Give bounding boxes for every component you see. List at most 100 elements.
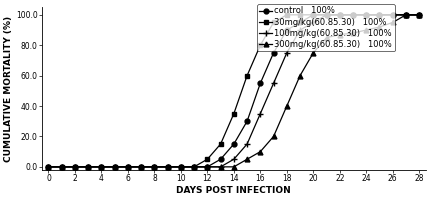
30mg/kg(60.85.30) — [86, 166, 91, 168]
30mg/kg(60.85.30) — [364, 14, 369, 16]
300mg/kg(60.85.30) — [72, 166, 77, 168]
300mg/kg(60.85.30) — [417, 14, 422, 16]
30mg/kg(60.85.30) — [138, 166, 144, 168]
control — [152, 166, 157, 168]
300mg/kg(60.85.30) — [191, 166, 197, 168]
control — [138, 166, 144, 168]
control — [59, 166, 64, 168]
300mg/kg(60.85.30) — [59, 166, 64, 168]
control — [390, 14, 395, 16]
control — [324, 14, 329, 16]
30mg/kg(60.85.30) — [271, 21, 276, 24]
Legend: control   100%, 30mg/kg(60.85.30)   100%, 100mg/kg(60.85.30)   100%, 300mg/kg(60: control 100%, 30mg/kg(60.85.30) 100%, 10… — [257, 4, 395, 51]
100mg/kg(60.85.30) — [99, 166, 104, 168]
30mg/kg(60.85.30) — [59, 166, 64, 168]
30mg/kg(60.85.30) — [165, 166, 170, 168]
100mg/kg(60.85.30) — [231, 158, 236, 160]
control — [231, 143, 236, 145]
control — [178, 166, 184, 168]
100mg/kg(60.85.30) — [245, 143, 250, 145]
30mg/kg(60.85.30) — [218, 143, 223, 145]
300mg/kg(60.85.30) — [46, 166, 51, 168]
control — [284, 29, 289, 31]
control — [311, 14, 316, 16]
control — [205, 166, 210, 168]
control — [72, 166, 77, 168]
X-axis label: DAYS POST INFECTION: DAYS POST INFECTION — [176, 186, 291, 195]
300mg/kg(60.85.30) — [298, 74, 303, 77]
300mg/kg(60.85.30) — [218, 166, 223, 168]
30mg/kg(60.85.30) — [258, 44, 263, 46]
30mg/kg(60.85.30) — [178, 166, 184, 168]
control — [417, 14, 422, 16]
100mg/kg(60.85.30) — [178, 166, 184, 168]
300mg/kg(60.85.30) — [138, 166, 144, 168]
control — [165, 166, 170, 168]
100mg/kg(60.85.30) — [417, 14, 422, 16]
control — [364, 14, 369, 16]
100mg/kg(60.85.30) — [72, 166, 77, 168]
300mg/kg(60.85.30) — [377, 26, 382, 28]
30mg/kg(60.85.30) — [311, 14, 316, 16]
300mg/kg(60.85.30) — [86, 166, 91, 168]
30mg/kg(60.85.30) — [231, 112, 236, 115]
30mg/kg(60.85.30) — [298, 14, 303, 16]
control — [99, 166, 104, 168]
100mg/kg(60.85.30) — [46, 166, 51, 168]
control — [337, 14, 342, 16]
100mg/kg(60.85.30) — [258, 112, 263, 115]
control — [191, 166, 197, 168]
300mg/kg(60.85.30) — [311, 52, 316, 54]
300mg/kg(60.85.30) — [165, 166, 170, 168]
control — [46, 166, 51, 168]
control — [298, 21, 303, 24]
100mg/kg(60.85.30) — [112, 166, 117, 168]
30mg/kg(60.85.30) — [377, 14, 382, 16]
30mg/kg(60.85.30) — [72, 166, 77, 168]
30mg/kg(60.85.30) — [284, 14, 289, 16]
Line: control: control — [46, 12, 422, 169]
30mg/kg(60.85.30) — [324, 14, 329, 16]
100mg/kg(60.85.30) — [152, 166, 157, 168]
100mg/kg(60.85.30) — [191, 166, 197, 168]
300mg/kg(60.85.30) — [112, 166, 117, 168]
100mg/kg(60.85.30) — [59, 166, 64, 168]
100mg/kg(60.85.30) — [324, 14, 329, 16]
100mg/kg(60.85.30) — [165, 166, 170, 168]
control — [271, 52, 276, 54]
100mg/kg(60.85.30) — [218, 166, 223, 168]
300mg/kg(60.85.30) — [390, 21, 395, 24]
control — [125, 166, 130, 168]
100mg/kg(60.85.30) — [86, 166, 91, 168]
30mg/kg(60.85.30) — [205, 158, 210, 160]
30mg/kg(60.85.30) — [350, 14, 356, 16]
control — [218, 158, 223, 160]
30mg/kg(60.85.30) — [99, 166, 104, 168]
100mg/kg(60.85.30) — [125, 166, 130, 168]
100mg/kg(60.85.30) — [284, 52, 289, 54]
100mg/kg(60.85.30) — [271, 82, 276, 84]
30mg/kg(60.85.30) — [46, 166, 51, 168]
control — [258, 82, 263, 84]
300mg/kg(60.85.30) — [271, 135, 276, 138]
100mg/kg(60.85.30) — [205, 166, 210, 168]
30mg/kg(60.85.30) — [112, 166, 117, 168]
100mg/kg(60.85.30) — [377, 14, 382, 16]
300mg/kg(60.85.30) — [258, 150, 263, 153]
100mg/kg(60.85.30) — [350, 14, 356, 16]
300mg/kg(60.85.30) — [350, 32, 356, 34]
30mg/kg(60.85.30) — [337, 14, 342, 16]
300mg/kg(60.85.30) — [245, 158, 250, 160]
30mg/kg(60.85.30) — [191, 166, 197, 168]
300mg/kg(60.85.30) — [125, 166, 130, 168]
30mg/kg(60.85.30) — [390, 14, 395, 16]
100mg/kg(60.85.30) — [403, 14, 408, 16]
100mg/kg(60.85.30) — [390, 14, 395, 16]
control — [403, 14, 408, 16]
Line: 30mg/kg(60.85.30): 30mg/kg(60.85.30) — [46, 12, 422, 169]
100mg/kg(60.85.30) — [138, 166, 144, 168]
300mg/kg(60.85.30) — [231, 166, 236, 168]
300mg/kg(60.85.30) — [152, 166, 157, 168]
300mg/kg(60.85.30) — [403, 14, 408, 16]
100mg/kg(60.85.30) — [337, 14, 342, 16]
